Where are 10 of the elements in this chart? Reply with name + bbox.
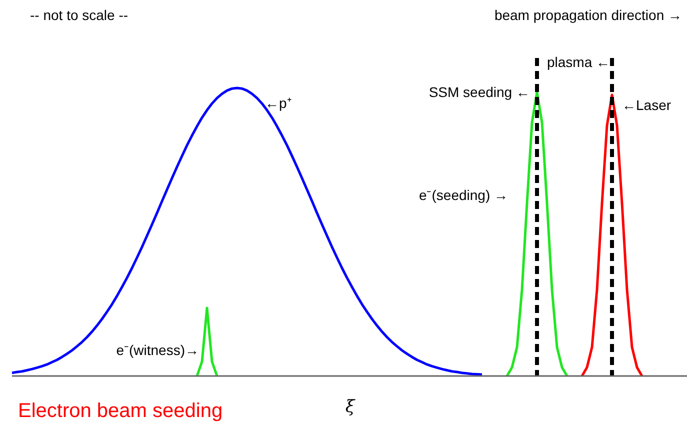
- annotation: SSM seeding ←: [428, 84, 530, 100]
- text: beam propagation direction →: [494, 7, 682, 23]
- annotation: ←p⁺: [265, 95, 292, 111]
- text: Electron beam seeding: [18, 400, 223, 422]
- text: -- not to scale --: [30, 7, 128, 23]
- annotation: ←Laser: [622, 97, 672, 113]
- x-axis-title: ξ: [345, 397, 356, 417]
- text: plasma ←: [546, 54, 610, 70]
- annotation: e⁻(seeding) →: [418, 187, 508, 203]
- annotation: e⁻(witness)→: [116, 342, 199, 358]
